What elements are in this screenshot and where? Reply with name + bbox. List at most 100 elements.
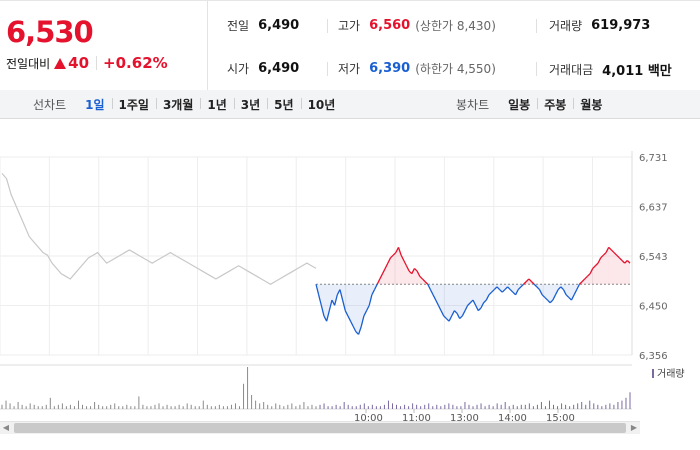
price-segment — [456, 312, 461, 319]
price-segment — [509, 289, 514, 293]
price-segment — [315, 284, 320, 295]
y-tick-label: 6,450 — [639, 302, 668, 313]
price-area — [608, 247, 612, 285]
price-area — [363, 284, 367, 316]
scroll-left-icon[interactable]: ◀ — [2, 423, 10, 432]
price-area — [433, 284, 436, 301]
volume-legend-swatch — [652, 369, 654, 378]
prev-close-label: 전일 — [227, 19, 250, 33]
price-area — [353, 284, 356, 332]
price-area — [398, 247, 402, 285]
price-segment — [491, 289, 495, 293]
divider — [327, 19, 328, 33]
tab-3y[interactable]: 3년 — [233, 96, 267, 113]
tab-10y[interactable]: 10년 — [300, 96, 343, 113]
price-segment — [461, 310, 466, 317]
price-area — [459, 284, 463, 319]
price-segment — [536, 286, 540, 290]
open-value: 6,490 — [258, 61, 300, 76]
x-tick-label: 11:00 — [402, 413, 431, 421]
price-segment — [499, 289, 503, 293]
tab-weekly[interactable]: 주봉 — [537, 96, 573, 113]
tab-1y[interactable]: 1년 — [200, 96, 233, 113]
chart-scrollbar[interactable]: ◀ ▶ — [0, 421, 640, 434]
tab-5y[interactable]: 5년 — [267, 96, 300, 113]
prev-close-value: 6,490 — [258, 18, 300, 33]
price-segment — [328, 299, 333, 311]
price-segment — [368, 294, 373, 306]
price-segment — [533, 283, 538, 288]
low-label: 저가 — [338, 62, 361, 76]
price-segment — [405, 265, 410, 272]
tab-1d[interactable]: 1일 — [85, 97, 105, 112]
tab-daily[interactable]: 일봉 — [508, 97, 531, 112]
up-triangle-icon — [54, 57, 67, 69]
scroll-right-icon[interactable]: ▶ — [630, 423, 638, 432]
price-segment — [485, 294, 490, 301]
price-segment — [427, 283, 432, 290]
volume-legend-label: 거래량 — [657, 368, 685, 380]
price-segment — [496, 286, 501, 290]
price-area — [550, 284, 553, 303]
price-area — [475, 284, 479, 311]
price-segment — [400, 254, 405, 261]
price-area — [486, 284, 489, 301]
price-segment — [376, 278, 381, 285]
price-area — [393, 252, 396, 285]
price-segment — [584, 275, 588, 280]
price-segment — [538, 289, 543, 296]
price-area — [598, 257, 601, 285]
stat-volume: 거래량 619,973 — [549, 17, 650, 34]
prev-day-line — [1, 172, 317, 285]
price-area — [321, 284, 324, 316]
scroll-thumb[interactable] — [14, 423, 626, 433]
price-segment — [570, 294, 575, 301]
price-area — [566, 284, 569, 298]
price-area — [446, 284, 450, 322]
price-segment — [549, 299, 554, 304]
price-area — [345, 284, 348, 316]
price-area — [627, 260, 630, 285]
price-segment — [413, 267, 418, 272]
price-area — [347, 284, 351, 322]
price-segment — [493, 286, 498, 290]
price-segment — [594, 262, 599, 267]
x-tick-label: 14:00 — [498, 413, 527, 421]
price-area — [350, 284, 354, 327]
tab-3m[interactable]: 3개월 — [155, 96, 200, 113]
change-percent: +0.62% — [103, 54, 168, 72]
price-segment — [626, 260, 631, 264]
price-segment — [541, 294, 546, 298]
price-area — [441, 284, 444, 316]
price-segment — [554, 289, 559, 296]
price-segment — [525, 278, 530, 283]
price-segment — [373, 283, 378, 290]
price-segment — [411, 268, 416, 274]
price-area — [595, 263, 599, 285]
y-tick-label: 6,731 — [639, 153, 668, 164]
price-segment — [379, 273, 384, 280]
price-area — [592, 265, 596, 285]
x-tick-label: 10:00 — [354, 413, 383, 421]
price-segment — [320, 305, 325, 317]
price-segment — [451, 310, 455, 317]
price-area — [329, 284, 332, 311]
price-segment — [605, 246, 610, 253]
price-area — [409, 271, 412, 285]
price-segment — [483, 299, 487, 304]
volume-label: 거래량 — [549, 19, 583, 33]
price-area — [457, 284, 460, 319]
price-segment — [357, 326, 362, 335]
price-area — [414, 268, 418, 285]
price-area — [544, 284, 548, 301]
tab-1w[interactable]: 1주일 — [111, 96, 156, 113]
change-row: 전일대비 40 +0.62% — [6, 54, 168, 72]
price-segment — [453, 310, 458, 314]
price-segment — [440, 310, 445, 317]
price-segment — [488, 291, 493, 296]
divider — [327, 62, 328, 76]
tab-monthly[interactable]: 월봉 — [573, 96, 609, 113]
price-area — [606, 247, 609, 285]
y-tick-label: 6,356 — [639, 351, 668, 362]
price-segment — [416, 270, 421, 277]
